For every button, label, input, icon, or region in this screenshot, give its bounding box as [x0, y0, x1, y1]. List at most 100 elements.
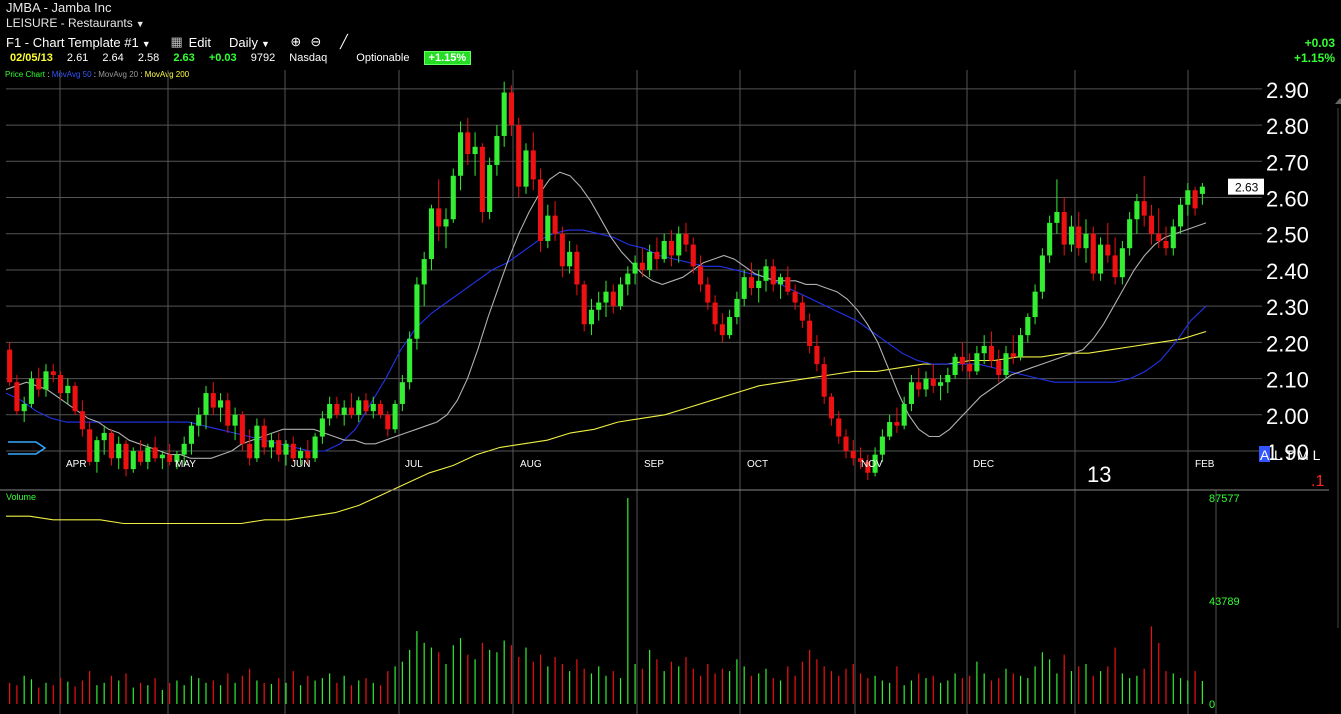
candle-body [1185, 190, 1191, 205]
candle-body [101, 432, 107, 441]
ltml-label: L T M L [1274, 447, 1321, 463]
candle-body [65, 385, 71, 394]
draw-line-icon[interactable]: ╱ [339, 34, 348, 49]
candle-body [625, 273, 631, 285]
legend-ma20[interactable]: MovAvg 20 [98, 70, 139, 79]
candle-body [196, 414, 202, 426]
price-tick-label: 2.40 [1266, 259, 1309, 284]
candle-body [734, 298, 740, 318]
candle-body [770, 266, 776, 285]
grid-icon[interactable]: ▦ [170, 34, 183, 49]
dropdown-caret-icon: ▼ [141, 38, 151, 49]
candle-body [596, 302, 602, 310]
quote-high: 2.64 [102, 52, 124, 64]
period-menu[interactable]: Daily ▼ [229, 35, 270, 50]
candle-body [523, 150, 529, 187]
sector-dropdown[interactable]: LEISURE - Restaurants ▼ [6, 16, 145, 30]
candle-body [58, 374, 64, 394]
candle-body [908, 382, 914, 404]
candle-body [348, 407, 354, 415]
current-price-box [1228, 178, 1264, 195]
candle-body [261, 425, 267, 448]
candle-body [559, 233, 565, 267]
candle-body [501, 92, 507, 136]
candle-body [239, 414, 245, 444]
zoom-out-icon[interactable]: ⊖ [310, 34, 322, 49]
candle-body [1003, 353, 1009, 375]
legend-ma200[interactable]: MovAvg 200 [144, 70, 190, 79]
a-label: A [1260, 447, 1270, 463]
legend-price-chart[interactable]: Price Chart [5, 70, 46, 79]
edit-button[interactable]: Edit [188, 34, 212, 50]
candle-body [821, 364, 827, 397]
month-label: AUG [520, 459, 542, 470]
candle-body [988, 346, 994, 361]
right-change-pct: +1.15% [1293, 51, 1335, 65]
dropdown-caret-icon: ▼ [260, 38, 270, 49]
candle-body [930, 378, 936, 386]
a-button[interactable] [1259, 446, 1270, 462]
scroll-up-icon[interactable] [1335, 98, 1341, 104]
year-label: 13 [1087, 462, 1111, 487]
candle-body [887, 422, 893, 437]
corner-red-label: .1 [1311, 473, 1324, 490]
month-label: DEC [973, 459, 994, 470]
candle-body [458, 132, 464, 176]
candle-body [79, 411, 85, 430]
price-tick-label: 1.90 [1266, 440, 1309, 465]
candle-body [690, 244, 696, 267]
candle-body [705, 284, 711, 303]
quote-open: 2.61 [66, 52, 89, 64]
flag-marker-icon[interactable] [8, 441, 47, 455]
candle-body [959, 356, 965, 365]
candle-body [712, 302, 718, 325]
zoom-in-icon[interactable]: ⊕ [290, 34, 302, 49]
candle-body [647, 251, 653, 270]
candle-body [676, 233, 682, 256]
candle-body [225, 400, 231, 426]
candle-body [1170, 226, 1176, 249]
month-label: JUN [291, 459, 310, 470]
candle-body [174, 454, 180, 462]
candle-body [872, 454, 878, 473]
candle-body [923, 378, 929, 390]
vertical-scrollbar[interactable] [1329, 68, 1341, 714]
legend-ma50[interactable]: MovAvg 50 [51, 70, 92, 79]
candle-body [1112, 255, 1118, 278]
sector-label: LEISURE - Restaurants [6, 16, 133, 30]
template-menu[interactable]: F1 - Chart Template #1 ▼ [6, 35, 151, 50]
month-label: NOV [861, 459, 883, 470]
candle-body [632, 262, 638, 274]
candle-body [283, 443, 289, 455]
candle-body [763, 266, 769, 281]
ma50-line [5, 229, 1207, 452]
candle-body [807, 320, 813, 346]
candle-body [1032, 291, 1038, 318]
quote-line: 02/05/13 2.61 2.64 2.58 2.63 +0.03 9792 … [10, 51, 482, 65]
candle-body [814, 346, 820, 365]
candle-body [545, 215, 551, 241]
candle-body [1148, 215, 1154, 234]
candle-body [1018, 335, 1024, 357]
candle-body [319, 418, 325, 437]
candle-body [392, 403, 398, 430]
right-change-box: +0.03 +1.15% [1294, 36, 1335, 66]
month-label: SEP [644, 459, 664, 470]
candle-body [1127, 219, 1133, 249]
candle-body [370, 403, 376, 412]
scrollbar-track[interactable] [1337, 108, 1339, 628]
candle-body [1178, 204, 1184, 227]
candle-body [799, 302, 805, 321]
candle-body [218, 400, 224, 408]
candle-body [378, 403, 384, 415]
candle-body [756, 280, 762, 289]
candle-body [938, 382, 944, 386]
candle-body [28, 378, 34, 404]
candle-body [1010, 353, 1016, 357]
month-label: APR [66, 459, 87, 470]
candle-body [785, 277, 791, 292]
candle-body [967, 364, 973, 372]
candle-body [778, 277, 784, 285]
price-tick-label: 2.00 [1266, 404, 1309, 429]
